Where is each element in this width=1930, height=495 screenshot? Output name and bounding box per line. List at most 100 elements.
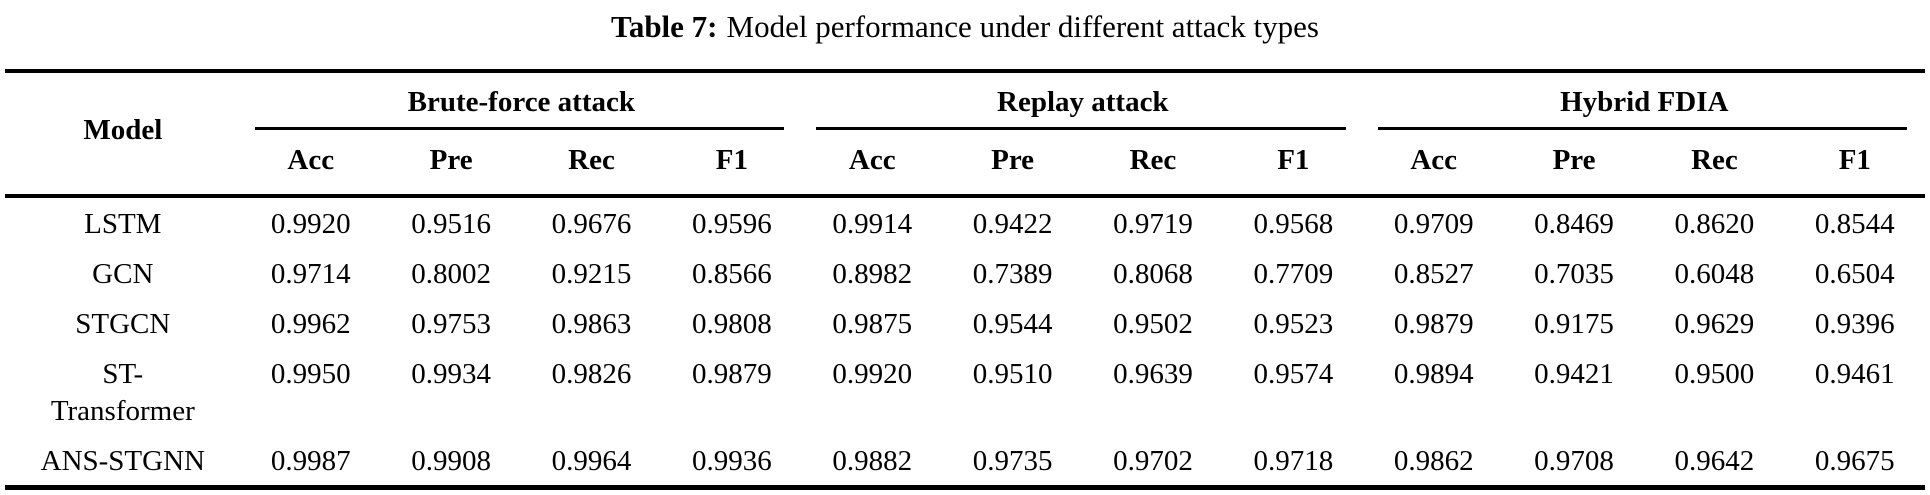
model-name-cell: ST-Transformer — [5, 348, 241, 435]
metric-value-cell: 0.8544 — [1814, 208, 1895, 240]
metric-value-cell: 0.9175 — [1534, 308, 1614, 340]
table-row: LSTM 0.9920 0.9516 0.9676 0.9596 0.9914 0.9422… — [5, 196, 1925, 248]
table-row: ST-Transformer 0.9950 0.9934 0.9826 0.9879 0.… — [5, 348, 1925, 435]
metric-value-cell: 0.9863 — [551, 308, 632, 340]
metric-value-cell: 0.9875 — [832, 308, 913, 340]
metric-value-cell: 0.9753 — [411, 308, 491, 340]
table-row: STGCN 0.9962 0.9753 0.9863 0.9808 0.9875 0.954… — [5, 298, 1925, 348]
metric-value-cell: 0.8002 — [411, 258, 491, 290]
group-header-replay-label: Replay attack — [997, 86, 1169, 118]
model-name-cell: GCN — [5, 248, 241, 298]
metric-value-cell: 0.9862 — [1393, 445, 1474, 477]
group-header-brute-force: Brute-force attack — [241, 71, 802, 130]
column-header-metric: F1 — [661, 130, 803, 198]
metric-value-cell: 0.9962 — [270, 308, 351, 340]
model-name: ANS-STGNN — [40, 445, 205, 477]
column-header-metric: Pre — [1503, 130, 1645, 198]
metric-value-cell: 0.9461 — [1814, 358, 1895, 390]
table-header: Model Brute-force attack Replay attack H… — [5, 71, 1925, 198]
metric-value-cell: 0.9826 — [551, 358, 632, 390]
metric-value-cell: 0.8620 — [1674, 208, 1755, 240]
column-header-metric: F1 — [1784, 130, 1925, 198]
metric-value-cell: 0.8566 — [691, 258, 772, 290]
metric-value-cell: 0.9718 — [1253, 445, 1334, 477]
group-rule — [816, 127, 1346, 130]
model-name-cell: STGCN — [5, 298, 241, 348]
metric-value-cell: 0.9908 — [411, 445, 491, 477]
table-caption: Table 7: Model performance under differen… — [0, 9, 1930, 45]
metric-value-cell: 0.7709 — [1253, 258, 1334, 290]
column-header-metric: Pre — [942, 130, 1083, 198]
group-rule — [1377, 127, 1907, 130]
performance-table: Model Brute-force attack Replay attack H… — [5, 69, 1925, 490]
metric-value-cell: 0.9510 — [972, 358, 1053, 390]
metric-value-cell: 0.9964 — [551, 445, 632, 477]
column-header-metric: Acc — [1363, 130, 1504, 198]
metric-value-cell: 0.9987 — [270, 445, 351, 477]
metric-value-cell: 0.9719 — [1113, 208, 1193, 240]
metric-value-cell: 0.9808 — [691, 308, 772, 340]
metric-value-cell: 0.9914 — [832, 208, 913, 240]
table-body: LSTM 0.9920 0.9516 0.9676 0.9596 0.9914 0.9422… — [5, 196, 1925, 488]
metric-value-cell: 0.9882 — [832, 445, 913, 477]
metric-value-cell: 0.9676 — [551, 208, 632, 240]
metric-value-cell: 0.9894 — [1393, 358, 1474, 390]
table-row: GCN 0.9714 0.8002 0.9215 0.8566 0.8982 0.7389 0… — [5, 248, 1925, 298]
metric-value-cell: 0.9629 — [1674, 308, 1755, 340]
column-header-metric: Acc — [240, 130, 381, 198]
metric-value-cell: 0.9709 — [1393, 208, 1474, 240]
metric-value-cell: 0.9702 — [1113, 445, 1193, 477]
table-caption-number: Table 7: — [610, 9, 718, 44]
column-header-model: Model — [5, 71, 241, 198]
metric-value-cell: 0.9934 — [411, 358, 491, 390]
metric-value-cell: 0.9500 — [1674, 358, 1755, 390]
column-header-metric: Acc — [802, 130, 943, 198]
group-header-replay: Replay attack — [802, 71, 1363, 130]
metric-value-cell: 0.6504 — [1814, 258, 1895, 290]
group-header-hybrid-fdia: Hybrid FDIA — [1364, 71, 1925, 130]
metric-value-cell: 0.8068 — [1113, 258, 1193, 290]
metric-value-cell: 0.9421 — [1534, 358, 1614, 390]
metric-value-cell: 0.9544 — [972, 308, 1053, 340]
table-row: ANS-STGNN 0.9987 0.9908 0.9964 0.9936 0.9882 0… — [5, 435, 1925, 488]
metric-value-cell: 0.9879 — [691, 358, 772, 390]
metric-value-cell: 0.9523 — [1253, 308, 1334, 340]
metric-header-row: Acc Pre Rec F1 Acc Pre Rec F1 Acc Pre Re… — [5, 130, 1925, 198]
model-name: STGCN — [75, 308, 171, 340]
metric-value-cell: 0.9920 — [270, 208, 351, 240]
metric-value-cell: 0.9708 — [1534, 445, 1614, 477]
metric-value-cell: 0.8469 — [1534, 208, 1614, 240]
metric-value-cell: 0.9215 — [551, 258, 632, 290]
table-caption-text: Model performance under different attack… — [726, 9, 1319, 44]
metric-value-cell: 0.7035 — [1534, 258, 1614, 290]
column-header-metric: Rec — [1082, 130, 1224, 198]
model-name-cell: ANS-STGNN — [5, 435, 241, 488]
metric-value-cell: 0.8982 — [832, 258, 913, 290]
column-header-metric: F1 — [1223, 130, 1364, 198]
group-rule — [254, 127, 785, 130]
column-header-metric: Pre — [380, 130, 522, 198]
metric-value-cell: 0.9879 — [1393, 308, 1474, 340]
metric-value-cell: 0.6048 — [1674, 258, 1755, 290]
metric-value-cell: 0.9574 — [1253, 358, 1334, 390]
metric-value-cell: 0.9422 — [972, 208, 1053, 240]
metric-value-cell: 0.9735 — [972, 445, 1053, 477]
metric-value-cell: 0.9568 — [1253, 208, 1334, 240]
metric-value-cell: 0.7389 — [972, 258, 1053, 290]
metric-value-cell: 0.9950 — [270, 358, 351, 390]
metric-value-cell: 0.9596 — [691, 208, 772, 240]
metric-value-cell: 0.9936 — [691, 445, 772, 477]
metric-value-cell: 0.9396 — [1814, 308, 1895, 340]
model-name: GCN — [92, 258, 154, 290]
metric-value-cell: 0.9502 — [1113, 308, 1193, 340]
column-header-metric: Rec — [1644, 130, 1785, 198]
model-name-cell: LSTM — [5, 196, 241, 248]
model-name: LSTM — [84, 208, 162, 240]
metric-value-cell: 0.9675 — [1814, 445, 1895, 477]
metric-value-cell: 0.9920 — [832, 358, 913, 390]
group-header-brute-force-label: Brute-force attack — [407, 86, 635, 118]
metric-value-cell: 0.9516 — [411, 208, 491, 240]
model-name: ST-Transformer — [50, 358, 195, 427]
metric-value-cell: 0.9714 — [270, 258, 351, 290]
